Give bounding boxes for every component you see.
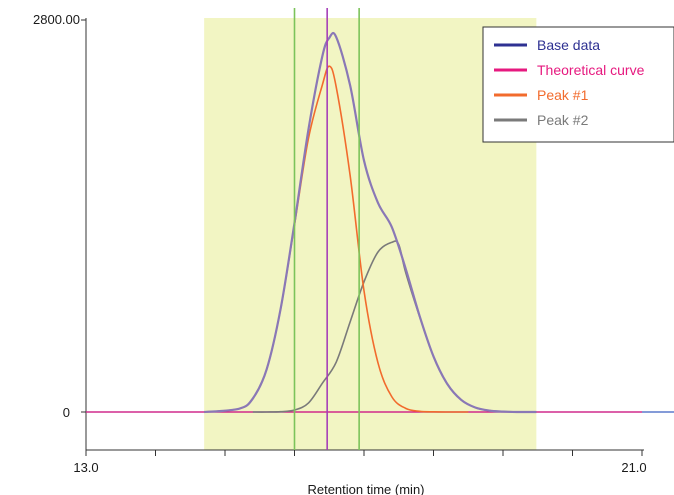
series-layer bbox=[86, 31, 674, 414]
legend: Base data Theoretical curve Peak #1 Peak… bbox=[482, 26, 674, 143]
x-axis bbox=[85, 449, 644, 456]
shaded-region bbox=[204, 18, 537, 450]
x-tick-label-right: 21.0 bbox=[621, 460, 646, 475]
legend-label-theoretical-curve: Theoretical curve bbox=[537, 62, 645, 78]
legend-label-base-data: Base data bbox=[537, 37, 600, 53]
shaded-region-layer bbox=[204, 18, 537, 450]
x-axis-title: Retention time (min) bbox=[307, 482, 424, 495]
marker-layer bbox=[293, 8, 360, 450]
series-line-base-data bbox=[204, 31, 537, 414]
y-axis bbox=[81, 18, 87, 450]
y-tick-label-top: 2800.00 bbox=[33, 12, 80, 27]
legend-label-peak-1: Peak #1 bbox=[537, 87, 589, 103]
x-tick-label-left: 13.0 bbox=[73, 460, 98, 475]
y-tick-label-bottom: 0 bbox=[63, 405, 70, 420]
legend-label-peak-2: Peak #2 bbox=[537, 112, 589, 128]
